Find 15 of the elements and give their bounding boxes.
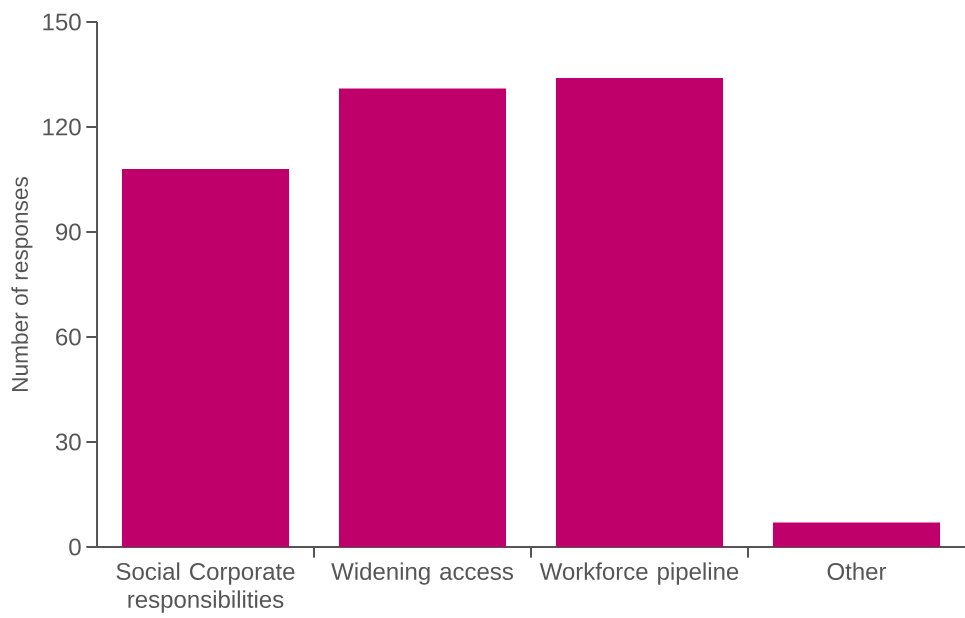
bar	[338, 88, 506, 547]
y-tick-label: 120	[43, 118, 81, 136]
y-tick-label: 150	[43, 13, 81, 30]
bar	[556, 78, 724, 547]
x-tick-label: Social Corporate responsibilities	[116, 562, 294, 613]
y-tick-label: 90	[56, 223, 81, 240]
y-axis-title: Number of responses	[11, 177, 32, 391]
bar	[122, 168, 290, 547]
bar	[772, 522, 940, 547]
x-tick-label: Workforce pipeline	[540, 562, 738, 585]
x-tick-label: Widening access	[331, 562, 513, 585]
y-tick-label: 0	[69, 538, 81, 556]
x-tick-label: Other	[828, 562, 886, 580]
y-tick-label: 60	[56, 328, 81, 346]
y-tick-label: 30	[56, 433, 81, 450]
